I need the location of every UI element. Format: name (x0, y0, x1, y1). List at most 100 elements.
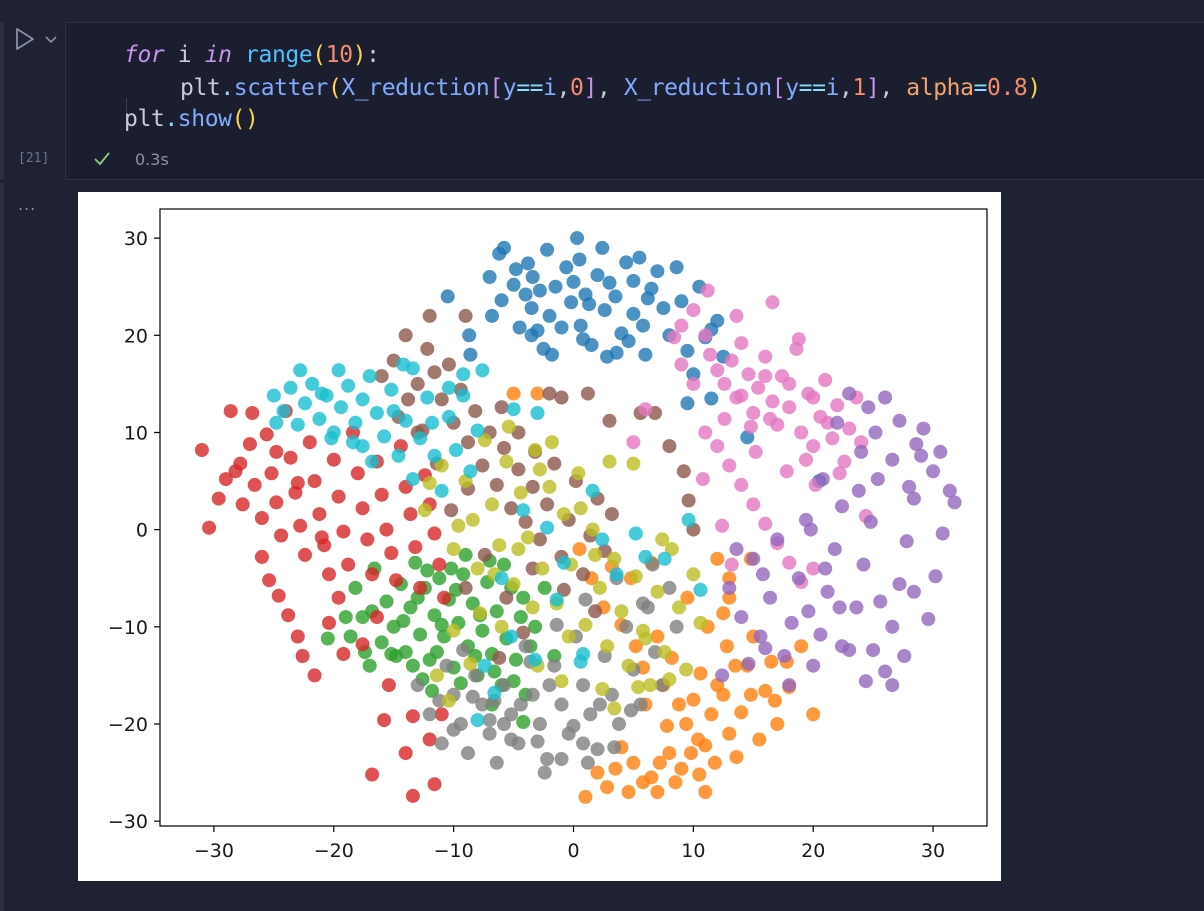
scatter-point (403, 600, 418, 615)
scatter-point (681, 512, 696, 527)
scatter-point (556, 555, 571, 570)
scatter-plot-output: −30 −20 −10 0 10 20 30 −30 −20 −10 0 10 20 30 (78, 192, 1001, 881)
output-menu-button[interactable]: ... (18, 195, 37, 214)
scatter-point (544, 435, 559, 450)
scatter-point (521, 530, 535, 545)
scatter-point (554, 674, 569, 689)
scatter-point (499, 590, 514, 605)
scatter-point (441, 380, 456, 395)
scatter-point (710, 551, 725, 566)
scatter-point (326, 452, 341, 467)
scatter-point (827, 542, 842, 557)
scatter-point (422, 732, 437, 747)
scatter-point (536, 341, 551, 356)
scatter-point (506, 402, 521, 417)
scatter-point (619, 619, 634, 634)
scatter-point (458, 308, 473, 323)
scatter-point (638, 631, 653, 646)
scatter-point (528, 443, 543, 457)
scatter-point (386, 404, 401, 419)
chevron-down-icon[interactable] (42, 30, 60, 48)
scatter-point (570, 231, 585, 246)
scatter-point (801, 604, 816, 619)
scatter-point (532, 532, 547, 547)
scatter-point (693, 615, 708, 630)
scatter-point (674, 357, 689, 372)
scatter-point (444, 503, 459, 518)
scatter-point (734, 610, 749, 625)
scatter-point (446, 542, 461, 557)
scatter-point (548, 279, 563, 294)
scatter-point (779, 464, 794, 479)
scatter-point (602, 413, 617, 428)
scatter-point (384, 546, 399, 560)
code-token: ) (352, 42, 367, 68)
scatter-point (202, 520, 217, 535)
scatter-point (293, 363, 308, 378)
scatter-point (764, 654, 779, 669)
scatter-point (482, 713, 497, 728)
scatter-point (554, 697, 569, 712)
scatter-point (489, 604, 504, 619)
scatter-point (741, 656, 756, 671)
scatter-point (458, 547, 473, 562)
scatter-point (556, 507, 571, 522)
scatter-point (583, 707, 598, 722)
scatter-point (650, 629, 665, 644)
scatter-point (528, 619, 543, 634)
scatter-point (719, 639, 734, 654)
scatter-point (463, 347, 478, 362)
scatter-point (628, 526, 643, 541)
scatter-point (547, 456, 562, 471)
scatter-point (530, 406, 545, 420)
scatter-point (504, 629, 519, 644)
scatter-points (194, 231, 962, 804)
code-token: ] (583, 75, 597, 101)
scatter-point (588, 604, 603, 619)
scatter-point (477, 433, 492, 448)
scatter-point (832, 600, 847, 615)
code-token: ] (865, 75, 880, 101)
scatter-point (518, 639, 533, 654)
scatter-point (477, 547, 492, 562)
code-token: alpha (906, 75, 974, 101)
scatter-point (525, 600, 540, 615)
scatter-point (710, 313, 725, 328)
scatter-point (716, 606, 731, 621)
scatter-point (842, 386, 857, 401)
code-token: 1 (852, 75, 866, 101)
scatter-point (413, 580, 428, 595)
scatter-point (276, 404, 291, 419)
scatter-point (686, 376, 701, 391)
scatter-point (444, 561, 459, 576)
scatter-point (576, 678, 591, 693)
scatter-point (398, 413, 413, 428)
scatter-point (540, 520, 555, 535)
scatter-point (758, 641, 773, 656)
scatter-point (242, 437, 257, 452)
code-token: , (596, 75, 624, 101)
scatter-point (475, 623, 490, 638)
scatter-point (524, 301, 539, 316)
scatter-point (592, 697, 607, 712)
code-editor[interactable]: for i in range(10): plt.scatter(X_reduct… (65, 22, 1204, 180)
scatter-point (926, 464, 941, 479)
scatter-point (341, 378, 356, 393)
scatter-point (547, 649, 562, 663)
scatter-point (600, 639, 615, 654)
scatter-point (947, 495, 962, 510)
scatter-point (470, 713, 485, 728)
scatter-point (582, 297, 597, 312)
scatter-point (863, 514, 878, 529)
code-token: ( (312, 42, 326, 68)
scatter-point (320, 631, 335, 646)
scatter-point (441, 693, 456, 708)
x-tick-label: 10 (681, 840, 705, 862)
scatter-point (573, 318, 588, 333)
scatter-point (549, 617, 564, 632)
scatter-point (842, 421, 857, 436)
play-icon[interactable] (12, 26, 38, 52)
scatter-point (440, 289, 455, 304)
scatter-point (247, 477, 262, 492)
scatter-point (441, 357, 456, 372)
